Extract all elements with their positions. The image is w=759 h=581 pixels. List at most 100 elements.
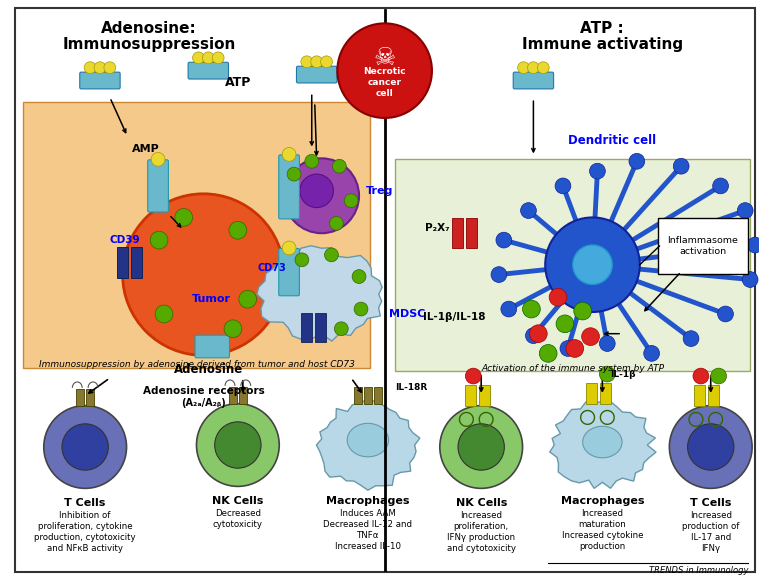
Circle shape xyxy=(123,194,284,356)
Circle shape xyxy=(282,241,296,255)
FancyBboxPatch shape xyxy=(279,155,300,219)
Text: T Cells: T Cells xyxy=(690,498,732,508)
Text: Increased
proliferation,
IFNγ production
and cytotoxicity: Increased proliferation, IFNγ production… xyxy=(447,511,515,553)
Text: IL-18R: IL-18R xyxy=(395,383,427,392)
Circle shape xyxy=(573,245,613,285)
FancyBboxPatch shape xyxy=(148,160,168,212)
Text: Immunosuppression: Immunosuppression xyxy=(62,37,236,52)
Circle shape xyxy=(528,62,540,74)
Circle shape xyxy=(287,167,301,181)
Ellipse shape xyxy=(347,424,389,457)
FancyBboxPatch shape xyxy=(188,62,228,79)
FancyBboxPatch shape xyxy=(23,102,370,368)
Text: IL-1β: IL-1β xyxy=(610,370,636,379)
FancyBboxPatch shape xyxy=(131,248,142,278)
Circle shape xyxy=(713,178,729,194)
Circle shape xyxy=(496,232,512,248)
Circle shape xyxy=(197,404,279,486)
Circle shape xyxy=(151,152,165,166)
FancyBboxPatch shape xyxy=(117,248,128,278)
Circle shape xyxy=(193,52,204,64)
Circle shape xyxy=(693,368,709,384)
Circle shape xyxy=(352,270,366,284)
FancyBboxPatch shape xyxy=(229,388,237,404)
Circle shape xyxy=(717,306,733,322)
Circle shape xyxy=(175,209,193,227)
FancyBboxPatch shape xyxy=(297,66,337,83)
Text: (A₂ₐ/A₂ᵦ): (A₂ₐ/A₂ᵦ) xyxy=(181,398,225,408)
Circle shape xyxy=(545,217,640,312)
FancyBboxPatch shape xyxy=(80,72,120,89)
FancyBboxPatch shape xyxy=(465,385,476,406)
Circle shape xyxy=(742,272,758,288)
FancyBboxPatch shape xyxy=(315,314,326,342)
Circle shape xyxy=(673,159,689,174)
FancyBboxPatch shape xyxy=(600,383,611,404)
Circle shape xyxy=(335,322,348,336)
Circle shape xyxy=(747,237,759,253)
Circle shape xyxy=(104,62,115,74)
Circle shape xyxy=(574,302,591,320)
Text: Inflammasome
activation: Inflammasome activation xyxy=(667,236,739,256)
Text: TRENDS in Immunology: TRENDS in Immunology xyxy=(649,566,748,575)
Circle shape xyxy=(458,424,505,470)
FancyBboxPatch shape xyxy=(466,218,477,249)
Text: Adenosine: Adenosine xyxy=(174,363,243,376)
Text: NK Cells: NK Cells xyxy=(213,496,263,506)
Circle shape xyxy=(439,406,522,489)
Text: Inhibition of
proliferation, cytokine
production, cytotoxicity
and NFκB activity: Inhibition of proliferation, cytokine pr… xyxy=(34,511,136,553)
Text: Immune activating: Immune activating xyxy=(521,37,683,52)
Circle shape xyxy=(525,328,541,343)
Ellipse shape xyxy=(583,426,622,458)
Circle shape xyxy=(305,155,319,168)
Circle shape xyxy=(522,300,540,318)
Circle shape xyxy=(590,163,606,179)
Text: AMP: AMP xyxy=(131,145,159,155)
Circle shape xyxy=(566,340,584,357)
Circle shape xyxy=(84,62,96,74)
Circle shape xyxy=(354,302,368,316)
Circle shape xyxy=(737,203,753,218)
Circle shape xyxy=(537,62,550,74)
Circle shape xyxy=(325,248,339,262)
Circle shape xyxy=(556,315,574,333)
Circle shape xyxy=(337,23,432,118)
FancyBboxPatch shape xyxy=(77,389,84,406)
Circle shape xyxy=(629,153,644,169)
Circle shape xyxy=(213,52,224,64)
FancyBboxPatch shape xyxy=(239,388,247,404)
Circle shape xyxy=(669,406,752,489)
Text: ☠: ☠ xyxy=(373,46,396,70)
Circle shape xyxy=(282,148,296,162)
Circle shape xyxy=(329,217,343,230)
Circle shape xyxy=(491,267,507,282)
Circle shape xyxy=(560,340,576,356)
Text: MDSC: MDSC xyxy=(389,309,425,319)
Circle shape xyxy=(203,52,214,64)
Text: IL-1β/IL-18: IL-1β/IL-18 xyxy=(423,312,486,322)
Text: Activation of the immune system by ATP: Activation of the immune system by ATP xyxy=(481,364,664,373)
Circle shape xyxy=(320,56,332,68)
FancyBboxPatch shape xyxy=(364,388,372,404)
Text: Necrotic
cancer
cell: Necrotic cancer cell xyxy=(364,67,406,98)
Circle shape xyxy=(581,328,600,346)
Circle shape xyxy=(644,346,660,361)
FancyBboxPatch shape xyxy=(354,388,362,404)
FancyBboxPatch shape xyxy=(452,218,463,249)
FancyBboxPatch shape xyxy=(395,159,750,371)
Circle shape xyxy=(501,301,517,317)
Text: CD39: CD39 xyxy=(110,235,140,245)
Circle shape xyxy=(229,221,247,239)
FancyBboxPatch shape xyxy=(87,389,94,406)
Text: Adenosine receptors: Adenosine receptors xyxy=(143,386,264,396)
Text: P₂X₇: P₂X₇ xyxy=(425,223,449,234)
Circle shape xyxy=(44,406,127,489)
FancyBboxPatch shape xyxy=(301,314,312,342)
FancyBboxPatch shape xyxy=(708,385,719,406)
Circle shape xyxy=(150,231,168,249)
Text: Tumor: Tumor xyxy=(192,294,231,304)
Text: NK Cells: NK Cells xyxy=(455,498,507,508)
Circle shape xyxy=(530,325,547,343)
Circle shape xyxy=(688,424,734,470)
Text: Macrophages: Macrophages xyxy=(561,496,644,506)
